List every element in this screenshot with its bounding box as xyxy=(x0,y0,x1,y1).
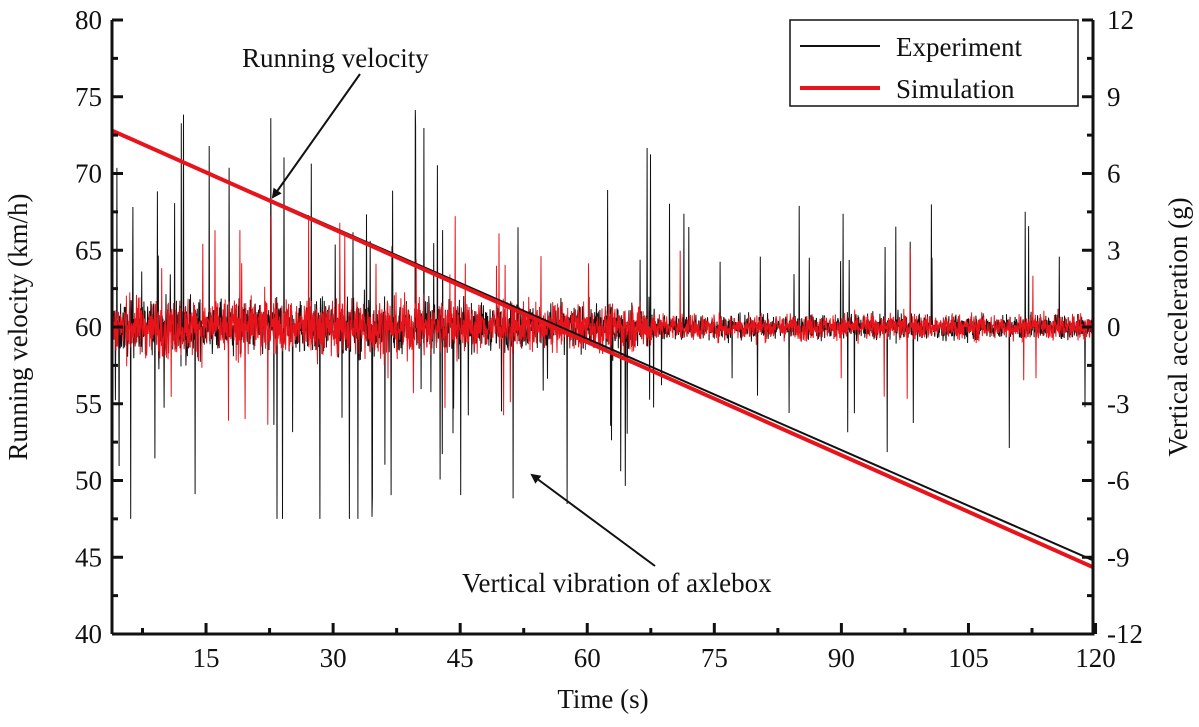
x-tick-label: 105 xyxy=(948,643,989,673)
annotation-arrow-vibration xyxy=(530,473,656,567)
y-left-tick-label: 65 xyxy=(75,235,102,265)
y-left-tick-label: 45 xyxy=(75,542,102,572)
annotation-arrow-velocity xyxy=(271,73,361,199)
axes: 15 30 45 60 75 90 105 120404550556065707580-12-… xyxy=(75,5,1143,673)
y-right-tick-label: 9 xyxy=(1107,82,1121,112)
x-tick-label: 120 xyxy=(1075,643,1116,673)
x-tick-label: 30 xyxy=(320,643,347,673)
y-left-tick-label: 50 xyxy=(75,466,102,496)
x-tick-label: 75 xyxy=(701,643,728,673)
annotation-axlebox-vibration: Vertical vibration of axlebox xyxy=(462,568,772,598)
legend-box xyxy=(789,19,1079,107)
x-tick-label: 90 xyxy=(828,643,855,673)
legend-label-experiment: Experiment xyxy=(896,32,1022,62)
simulation-vibration-line xyxy=(111,214,1094,425)
y-right-tick-label: -9 xyxy=(1107,542,1130,572)
y-left-tick-label: 75 xyxy=(75,82,102,112)
x-tick-label: 60 xyxy=(574,643,601,673)
y-right-tick-label: -12 xyxy=(1107,619,1143,649)
y-right-tick-label: 3 xyxy=(1107,235,1121,265)
legend-label-simulation: Simulation xyxy=(896,74,1015,104)
y-right-tick-label: 6 xyxy=(1107,159,1121,189)
y-left-tick-label: 55 xyxy=(75,389,102,419)
y-right-tick-label: -3 xyxy=(1107,389,1130,419)
x-tick-label: 45 xyxy=(447,643,474,673)
annotation-running-velocity: Running velocity xyxy=(242,43,429,73)
simulation-velocity-line xyxy=(111,128,1094,570)
x-axis-label: Time (s) xyxy=(557,684,648,714)
y-right-tick-label: -6 xyxy=(1107,466,1130,496)
y-left-tick-label: 80 xyxy=(75,5,102,35)
y-right-tick-label: 0 xyxy=(1107,312,1121,342)
y-axis-left-label: Running velocity (km/h) xyxy=(3,194,33,461)
x-tick-label: 15 xyxy=(193,643,220,673)
y-left-tick-label: 40 xyxy=(75,619,102,649)
legend: Experiment Simulation xyxy=(789,19,1079,107)
y-left-tick-label: 70 xyxy=(75,159,102,189)
plot-area xyxy=(111,109,1094,570)
y-left-tick-label: 60 xyxy=(75,312,102,342)
y-right-tick-label: 12 xyxy=(1107,5,1134,35)
y-axis-right-label: Vertical acceleration (g) xyxy=(1163,197,1193,456)
